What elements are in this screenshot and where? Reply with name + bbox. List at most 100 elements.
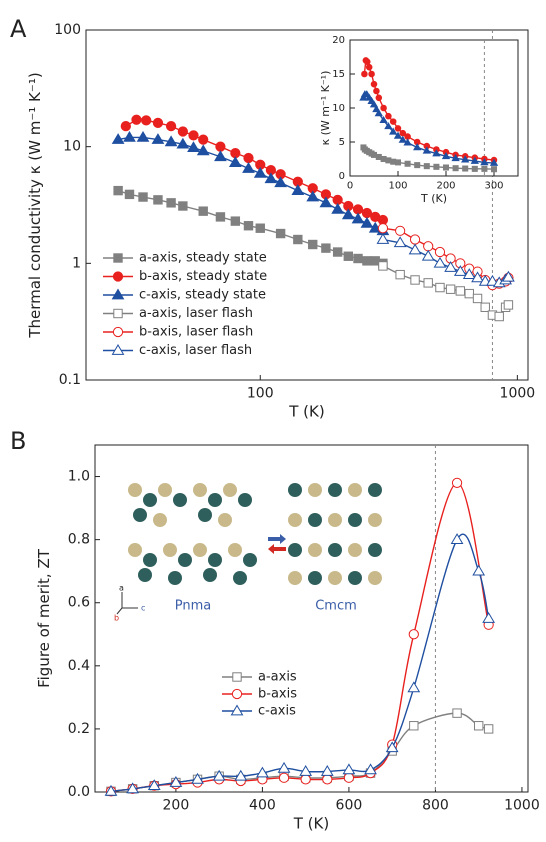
marker <box>353 253 363 264</box>
marker <box>112 271 124 282</box>
marker <box>277 761 291 773</box>
marker <box>489 158 499 166</box>
marker <box>369 100 379 108</box>
marker <box>308 239 318 250</box>
legend-label: c-axis, laser flash <box>139 343 252 358</box>
marker <box>141 115 152 126</box>
marker <box>169 776 183 787</box>
marker <box>278 772 290 783</box>
marker <box>502 270 515 282</box>
marker <box>113 253 123 263</box>
marker <box>215 141 226 152</box>
marker <box>414 162 421 169</box>
marker <box>451 154 460 162</box>
marker <box>377 223 389 234</box>
marker <box>393 131 403 139</box>
marker <box>370 151 378 158</box>
y-tick-label: 0.6 <box>68 595 90 611</box>
marker <box>403 138 412 146</box>
legend-label: c-axis, steady state <box>139 288 266 303</box>
x-tick-label: 600 <box>336 797 363 813</box>
x-tick-label: 1000 <box>504 797 540 813</box>
marker <box>228 156 242 167</box>
marker <box>494 311 504 322</box>
marker <box>341 208 355 220</box>
y-tick-label: 1 <box>72 255 81 271</box>
panel-label: B <box>10 427 26 455</box>
x-tick-label: 800 <box>422 797 449 813</box>
marker <box>164 135 178 147</box>
marker <box>214 150 227 162</box>
marker <box>378 261 388 271</box>
series-line <box>110 533 490 793</box>
marker <box>264 172 278 184</box>
marker <box>409 721 419 731</box>
marker <box>232 672 242 682</box>
y-axis-label: Thermal conductivity κ (W m⁻¹ K⁻¹) <box>26 72 44 338</box>
marker <box>291 184 305 195</box>
marker <box>343 251 353 261</box>
crystal-structures: Pnma Cmcm a b c <box>114 483 382 623</box>
marker <box>422 146 431 154</box>
marker <box>230 216 241 226</box>
marker <box>380 155 387 163</box>
marker <box>390 158 397 165</box>
arrow-right <box>268 534 286 544</box>
marker <box>230 704 244 716</box>
y-tick-label: 0.2 <box>68 721 90 737</box>
marker <box>450 533 464 544</box>
legend-label: a-axis, steady state <box>139 251 267 266</box>
marker <box>409 234 421 245</box>
marker <box>480 302 490 312</box>
marker <box>113 308 123 319</box>
x-tick-label: 1000 <box>500 385 536 401</box>
marker <box>191 772 204 784</box>
marker <box>359 93 368 101</box>
marker <box>373 87 380 95</box>
marker <box>300 774 311 785</box>
marker <box>372 105 381 113</box>
y-tick-label: 0.4 <box>68 658 90 674</box>
marker <box>299 765 313 776</box>
marker <box>481 165 488 172</box>
x-axis-label: T (K) <box>288 403 324 421</box>
marker <box>452 165 459 172</box>
marker <box>490 166 498 173</box>
marker <box>362 256 372 266</box>
marker <box>375 153 382 160</box>
y-tick-label: 1.0 <box>68 469 90 485</box>
marker <box>198 134 209 145</box>
series-line <box>117 136 384 232</box>
legend-label: b-axis, steady state <box>139 269 267 284</box>
marker <box>445 284 456 294</box>
marker <box>389 127 398 135</box>
y-tick-label: 0.0 <box>68 784 90 800</box>
axis-glyph-label: b <box>114 614 119 623</box>
marker <box>112 326 124 338</box>
marker <box>368 70 375 78</box>
y-tick-label: 5 <box>339 137 345 148</box>
marker <box>177 126 188 137</box>
marker <box>364 763 377 775</box>
marker <box>389 118 397 125</box>
marker <box>176 137 190 149</box>
marker <box>451 477 463 488</box>
x-axis-label: T (K) <box>420 192 447 205</box>
marker <box>421 249 435 261</box>
marker <box>471 271 484 283</box>
marker <box>441 151 451 160</box>
plot-frame <box>85 29 529 381</box>
marker <box>153 195 163 205</box>
marker <box>319 196 333 208</box>
x-tick-label: 200 <box>436 181 455 192</box>
marker <box>322 774 333 785</box>
marker <box>472 564 486 576</box>
legend-label: b-axis <box>258 687 297 702</box>
marker <box>473 721 484 731</box>
marker <box>464 288 474 299</box>
phase-label: Cmcm <box>315 599 357 614</box>
marker <box>361 70 368 78</box>
marker <box>455 286 466 296</box>
marker <box>196 144 210 156</box>
